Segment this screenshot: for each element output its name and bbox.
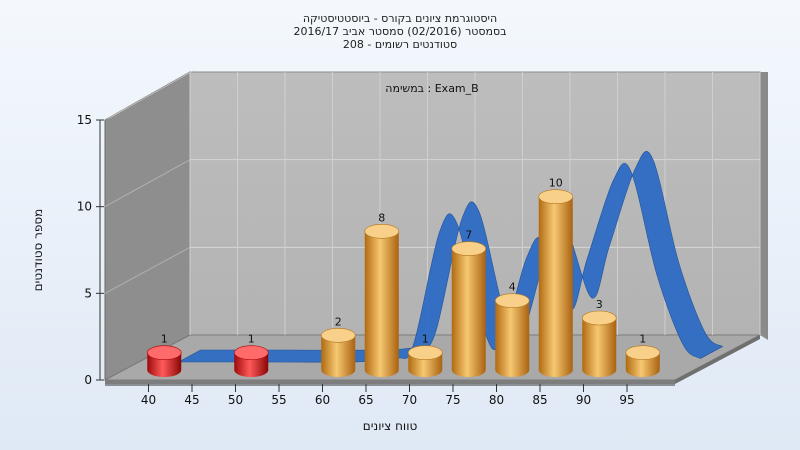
chart-title-line-2: בסמסטר (02/2016) סמסטר אביב 2016/17 — [293, 25, 507, 38]
histogram-bar — [146, 345, 182, 377]
x-tick-label: 50 — [228, 393, 243, 407]
chart-title-line-1: היסטוגרמת ציונים בקורס - ביוסטטיסטיקה — [302, 12, 498, 25]
floor-front-edge — [105, 380, 675, 384]
left-side-wall — [104, 71, 191, 381]
histogram-bar — [494, 293, 530, 377]
histogram-bar — [581, 310, 617, 377]
distribution-ribbon-layer — [178, 150, 724, 363]
x-axis-label: טווח ציונים — [363, 419, 418, 433]
x-tick-label: 55 — [271, 393, 286, 407]
bar-value-label: 4 — [509, 281, 516, 294]
bar-value-label: 8 — [378, 211, 385, 224]
y-tick-label: 0 — [84, 373, 92, 387]
bar-value-label: 10 — [549, 177, 563, 190]
bar-value-label: 1 — [639, 333, 646, 346]
y-tick-label: 10 — [77, 200, 92, 214]
histogram-bar — [538, 189, 574, 377]
histogram-bar — [233, 345, 269, 377]
x-tick-label: 95 — [619, 393, 634, 407]
distribution-ribbon — [178, 150, 724, 363]
floor-right-edge — [675, 335, 760, 384]
bar-value-label: 7 — [465, 229, 472, 242]
top-edge — [105, 70, 195, 120]
histogram-bar — [364, 224, 400, 377]
bar-value-label: 1 — [161, 333, 168, 346]
y-tick-label: 15 — [77, 113, 92, 127]
x-tick-label: 45 — [184, 393, 199, 407]
histogram-bar — [320, 328, 356, 377]
y-tick-label: 5 — [84, 286, 92, 300]
bar-value-label: 2 — [335, 315, 342, 328]
x-tick-label: 75 — [445, 393, 460, 407]
x-tick-label: 85 — [532, 393, 547, 407]
x-tick-label: 80 — [489, 393, 504, 407]
histogram-bar — [451, 241, 487, 377]
x-tick-label: 90 — [576, 393, 591, 407]
bar-value-label: 1 — [248, 333, 255, 346]
x-tick-label: 40 — [141, 393, 156, 407]
y-axis-label: מספר סטודנטים — [31, 209, 45, 292]
bars-layer: 1 1 2 8 1 7 4 10 3 1 — [146, 177, 661, 377]
right-edge — [760, 72, 768, 340]
chart-subtitle: במשימה : Exam_B — [385, 82, 478, 95]
axes: 0 5 10 15 40 45 50 55 60 65 70 75 80 85 90 95 — [77, 113, 675, 407]
gridline-side — [104, 246, 191, 294]
histogram-bar — [407, 345, 443, 377]
x-tick-label: 60 — [315, 393, 330, 407]
x-tick-label: 65 — [358, 393, 373, 407]
histogram-bar — [625, 345, 661, 377]
x-tick-label: 70 — [402, 393, 417, 407]
gridline-side — [104, 159, 191, 208]
bar-value-label: 1 — [422, 333, 429, 346]
chart-title-line-3: סטודנטים רשומים - 208 — [342, 38, 458, 51]
bar-value-label: 3 — [596, 298, 603, 311]
